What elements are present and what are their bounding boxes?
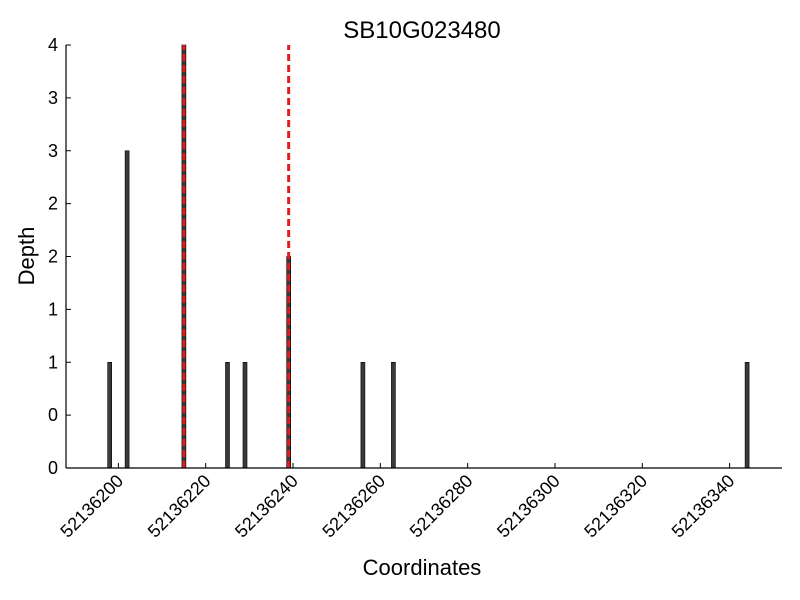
x-tick-label: 52136260 — [318, 471, 389, 542]
x-tick-label: 52136240 — [231, 471, 302, 542]
y-tick-label: 0 — [48, 458, 58, 478]
y-tick-label: 1 — [48, 299, 58, 319]
x-tick-label: 52136280 — [406, 471, 477, 542]
y-tick-label: 0 — [48, 405, 58, 425]
y-tick-label: 3 — [48, 141, 58, 161]
y-tick-label: 2 — [48, 247, 58, 267]
x-axis-label: Coordinates — [363, 555, 482, 580]
x-tick-label: 52136320 — [580, 471, 651, 542]
y-axis-label: Depth — [14, 227, 39, 286]
x-tick-label: 52136220 — [144, 471, 215, 542]
bar — [242, 361, 248, 469]
axes-group — [65, 45, 782, 469]
chart-title: SB10G023480 — [343, 17, 500, 44]
y-tick-label: 3 — [48, 88, 58, 108]
markers-group — [182, 45, 291, 468]
y-tick-label: 1 — [48, 352, 58, 372]
bar — [124, 150, 130, 469]
bar — [107, 361, 112, 469]
x-tick-label: 52136340 — [668, 471, 739, 542]
y-tick-label: 4 — [48, 35, 58, 55]
y-tick-label: 2 — [48, 194, 58, 214]
bar — [225, 361, 230, 469]
x-tick-label: 52136200 — [56, 471, 127, 542]
bars-group — [107, 44, 750, 469]
bar — [360, 361, 366, 469]
x-tick-label: 52136300 — [493, 471, 564, 542]
bar — [391, 361, 396, 469]
bar — [744, 361, 750, 469]
